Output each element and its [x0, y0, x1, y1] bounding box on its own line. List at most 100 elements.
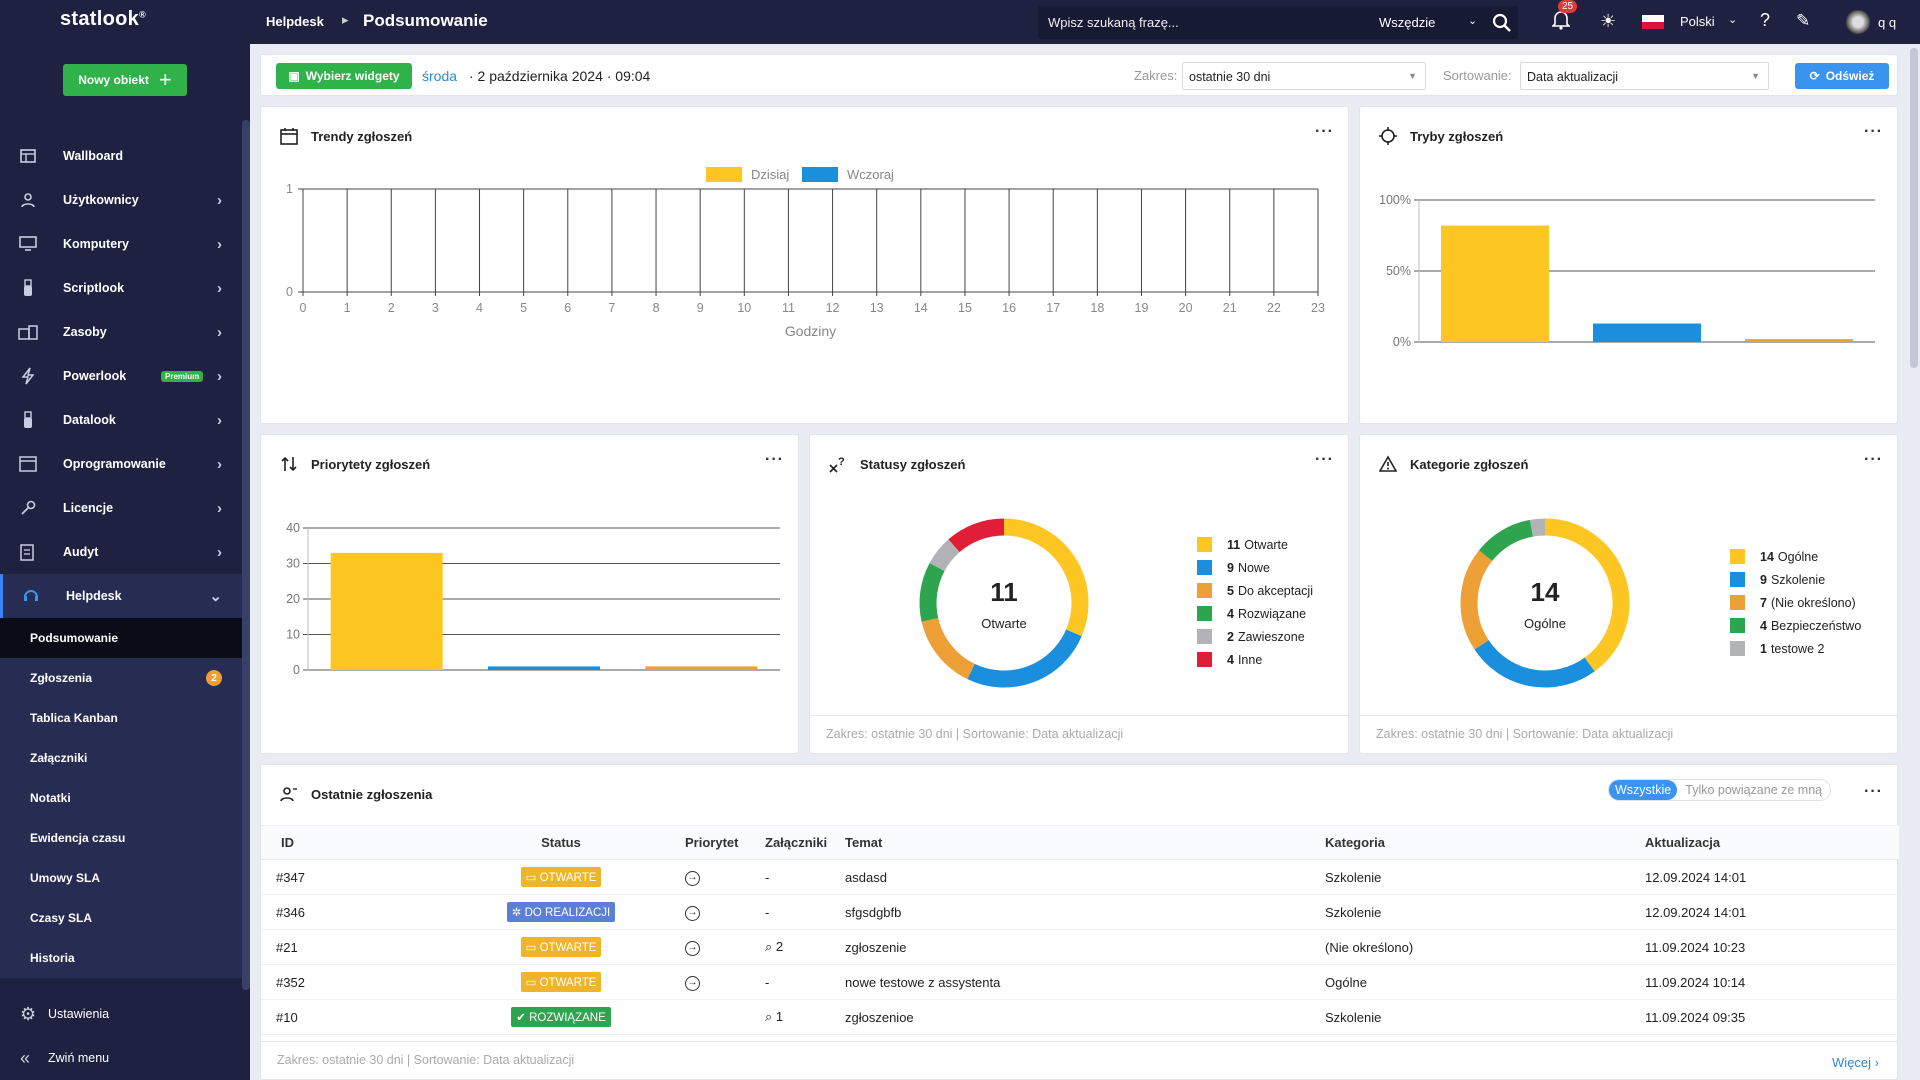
theme-toggle-icon[interactable]: ☀ [1600, 11, 1617, 31]
toggle-all[interactable]: Wszystkie [1609, 780, 1678, 800]
help-icon[interactable]: ? [1760, 10, 1771, 30]
search-scope-select[interactable]: Wszędzie [1379, 15, 1436, 30]
statuses-legend-item[interactable]: 11 Otwarte [1197, 533, 1313, 556]
column-header-topic[interactable]: Temat [841, 825, 1321, 860]
column-header-priority[interactable]: Priorytet [681, 825, 761, 860]
widget-menu-button[interactable]: ··· [1864, 123, 1883, 140]
toggle-mine[interactable]: Tylko powiązane ze mną [1685, 783, 1823, 797]
submenu-item-kanban[interactable]: Tablica Kanban [0, 698, 242, 738]
main-scrollbar[interactable] [1910, 48, 1918, 368]
ticket-id[interactable]: #10 [261, 999, 441, 1035]
table-row[interactable]: #347 ▭ OTWARTE → - asdasd Szkolenie 12.09.2024… [261, 859, 1899, 895]
widget-footer: Zakres: ostatnie 30 dni | Sortowanie: Da… [810, 715, 1348, 753]
refresh-button[interactable]: ⟳ Odśwież [1795, 63, 1889, 89]
donut-slice [1544, 518, 1630, 672]
sidebar-item-users[interactable]: Użytkownicy › [0, 178, 242, 222]
new-object-button[interactable]: Nowy obiekt + [63, 64, 187, 96]
usb-icon [18, 410, 38, 430]
legend-label: Do akceptacji [1237, 583, 1313, 598]
notifications-button[interactable]: 25 [1551, 0, 1578, 33]
choose-widgets-button[interactable]: ▣ Wybierz widgety [276, 63, 412, 89]
categories-legend-item[interactable]: 1 testowe 2 [1730, 637, 1861, 660]
ticket-id[interactable]: #352 [261, 964, 441, 1000]
submenu-item-sla-times[interactable]: Czasy SLA [0, 898, 242, 938]
audit-icon [18, 542, 38, 562]
range-select[interactable]: ostatnie 30 dni ▼ [1182, 62, 1426, 90]
submenu-item-notes[interactable]: Notatki [0, 778, 242, 818]
attachments-count: 2 [775, 939, 784, 954]
sidebar-item-powerlook[interactable]: Powerlook Premium › [0, 354, 242, 398]
submenu-item-history[interactable]: Historia [0, 938, 242, 978]
x-tick-label: 18 [1090, 301, 1104, 315]
search-input[interactable]: Wpisz szukaną frazę... Wszędzie ⌄ [1038, 6, 1518, 39]
sidebar-scrollbar[interactable] [242, 120, 250, 990]
avatar[interactable] [1846, 10, 1870, 34]
sidebar-item-computers[interactable]: Komputery › [0, 222, 242, 266]
chevron-right-icon: › [217, 543, 222, 561]
categories-legend: 14 Ogólne 9 Szkolenie 7 (Nie określono) 4 Bezpi… [1730, 545, 1861, 660]
column-header-id[interactable]: ID [261, 825, 441, 860]
submenu-item-attachments[interactable]: Załączniki [0, 738, 242, 778]
ticket-id[interactable]: #21 [261, 929, 441, 965]
categories-legend-item[interactable]: 14 Ogólne [1730, 545, 1861, 568]
widget-footer: Zakres: ostatnie 30 dni | Sortowanie: Da… [1360, 715, 1897, 753]
submenu-item-sla-contracts[interactable]: Umowy SLA [0, 858, 242, 898]
table-row[interactable]: #352 ▭ OTWARTE → - nowe testowe z assystenta… [261, 964, 1899, 1000]
sidebar-item-scriptlook[interactable]: Scriptlook › [0, 266, 242, 310]
table-row[interactable]: #10 ✔ ROZWIĄZANE ⌕ 1 zgłoszenioe Szkolenie 11… [261, 999, 1899, 1035]
ticket-topic[interactable]: asdasd [841, 859, 1321, 895]
sidebar-item-audit[interactable]: Audyt › [0, 530, 242, 574]
widget-menu-button[interactable]: ··· [765, 451, 784, 468]
date-day-link[interactable]: środa [422, 68, 458, 84]
table-row[interactable]: #346 ✲ DO REALIZACJI → - sfgsdgbfb Szkolenie 1… [261, 894, 1899, 930]
widget-menu-button[interactable]: ··· [1315, 123, 1334, 140]
collapse-menu-button[interactable]: « Zwiń menu [0, 1036, 242, 1080]
statuses-legend-item[interactable]: 4 Inne [1197, 648, 1313, 671]
ticket-id[interactable]: #346 [261, 894, 441, 930]
categories-legend-item[interactable]: 4 Bezpieczeństwo [1730, 614, 1861, 637]
widget-menu-button[interactable]: ··· [1315, 451, 1334, 468]
more-link[interactable]: Więcej › [1832, 1055, 1879, 1070]
sidebar-item-helpdesk[interactable]: Helpdesk ⌄ [0, 574, 242, 618]
search-icon[interactable] [1492, 13, 1512, 36]
language-select[interactable]: Polski [1680, 14, 1715, 29]
chevron-right-icon: › [217, 367, 222, 385]
ticket-id[interactable]: #347 [261, 859, 441, 895]
submenu-item-time-tracking[interactable]: Ewidencja czasu [0, 818, 242, 858]
donut-slice [1478, 519, 1534, 562]
notes-icon[interactable]: ✎ [1796, 11, 1811, 30]
breadcrumb-helpdesk[interactable]: Helpdesk [266, 14, 324, 29]
table-row[interactable]: #21 ▭ OTWARTE → ⌕ 2 zgłoszenie (Nie określono… [261, 929, 1899, 965]
ticket-topic[interactable]: zgłoszenioe [841, 999, 1321, 1035]
submenu-item-tickets[interactable]: Zgłoszenia 2 [0, 658, 242, 698]
statlook-logo[interactable]: statlook® [60, 8, 146, 31]
categories-legend-item[interactable]: 7 (Nie określono) [1730, 591, 1861, 614]
sidebar-item-datalook[interactable]: Datalook › [0, 398, 242, 442]
statuses-legend-item[interactable]: 4 Rozwiązane [1197, 602, 1313, 625]
column-header-attachments[interactable]: Załączniki [761, 825, 841, 860]
ticket-status-cell: ✲ DO REALIZACJI [441, 894, 681, 930]
settings-link[interactable]: ⚙ Ustawienia [0, 992, 242, 1036]
ticket-topic[interactable]: sfgsdgbfb [841, 894, 1321, 930]
statuses-legend-item[interactable]: 9 Nowe [1197, 556, 1313, 579]
x-tick-label: 12 [826, 301, 840, 315]
sort-select[interactable]: Data aktualizacji ▼ [1520, 62, 1769, 90]
statuses-legend-item[interactable]: 2 Zawieszone [1197, 625, 1313, 648]
sidebar-item-software[interactable]: Oprogramowanie › [0, 442, 242, 486]
submenu-item-summary[interactable]: Podsumowanie [0, 618, 242, 658]
poland-flag-icon[interactable] [1642, 15, 1664, 29]
column-header-status[interactable]: Status [441, 825, 681, 860]
ticket-topic[interactable]: nowe testowe z assystenta [841, 964, 1321, 1000]
column-header-updated[interactable]: Aktualizacja [1641, 825, 1899, 860]
ticket-topic[interactable]: zgłoszenie [841, 929, 1321, 965]
column-header-category[interactable]: Kategoria [1321, 825, 1641, 860]
categories-legend-item[interactable]: 9 Szkolenie [1730, 568, 1861, 591]
sidebar-item-wallboard[interactable]: Wallboard [0, 134, 242, 178]
widget-title: Kategorie zgłoszeń [1410, 456, 1529, 472]
sidebar-item-resources[interactable]: Zasoby › [0, 310, 242, 354]
user-name[interactable]: q q [1878, 15, 1897, 30]
statuses-legend-item[interactable]: 5 Do akceptacji [1197, 579, 1313, 602]
widget-menu-button[interactable]: ··· [1864, 451, 1883, 468]
widget-menu-button[interactable]: ··· [1864, 783, 1883, 800]
sidebar-item-licenses[interactable]: Licencje › [0, 486, 242, 530]
